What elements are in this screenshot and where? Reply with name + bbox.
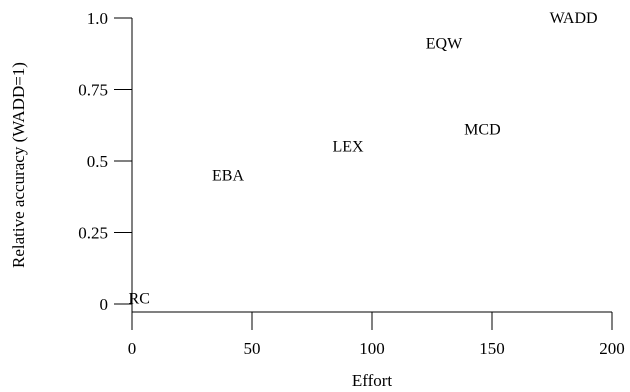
data-point-wadd: WADD — [550, 10, 598, 27]
y-tick-label: 1.0 — [87, 9, 108, 28]
data-point-eba: EBA — [212, 167, 244, 184]
y-tick-label: 0.5 — [87, 152, 108, 171]
y-tick-label: 0.25 — [78, 224, 108, 243]
x-tick-label: 200 — [599, 339, 625, 358]
x-tick-label: 150 — [479, 339, 505, 358]
data-point-rc: RC — [129, 290, 150, 307]
data-point-eqw: EQW — [426, 36, 463, 53]
data-point-lex: LEX — [332, 139, 364, 156]
x-tick-label: 0 — [128, 339, 137, 358]
x-axis-title: Effort — [352, 371, 393, 390]
y-axis-ticks: 0 0.25 0.5 0.75 1.0 — [78, 9, 132, 314]
x-tick-label: 50 — [244, 339, 261, 358]
data-points: RC EBA LEX EQW MCD WADD — [129, 10, 598, 307]
y-axis-title: Relative accuracy (WADD=1) — [9, 62, 28, 268]
data-point-mcd: MCD — [464, 122, 500, 139]
axes — [131, 18, 612, 313]
x-axis-ticks: 0 50 100 150 200 — [128, 312, 625, 358]
y-tick-label: 0.75 — [78, 81, 108, 100]
y-tick-label: 0 — [100, 295, 109, 314]
x-tick-label: 100 — [359, 339, 385, 358]
